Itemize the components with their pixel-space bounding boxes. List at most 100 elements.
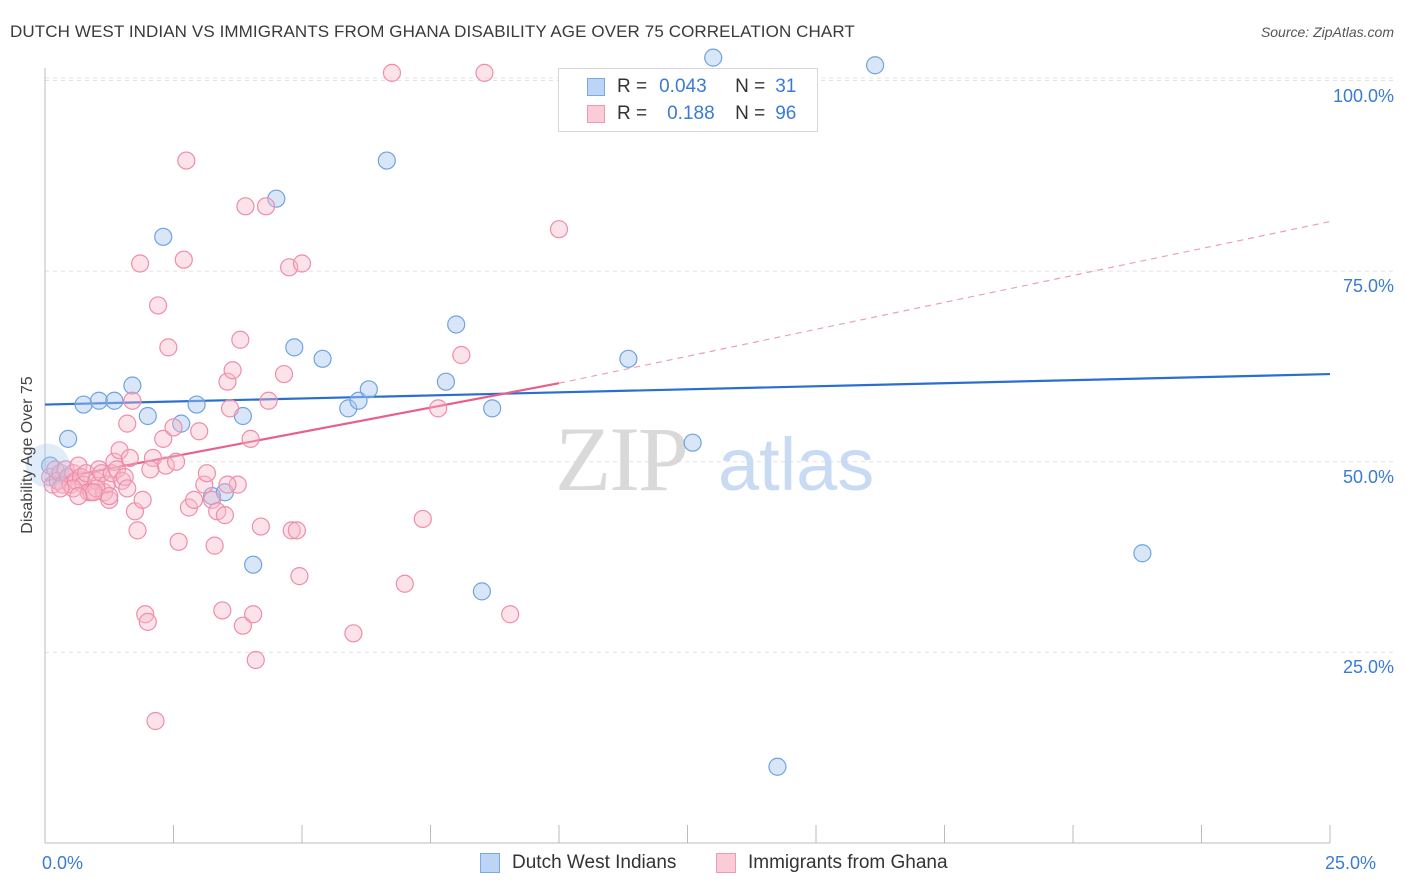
- point-immigrants-ghana: [184, 490, 204, 509]
- legend-n-label: N =: [735, 103, 766, 124]
- point-immigrants-ghana: [51, 479, 70, 498]
- point-immigrants-ghana: [159, 338, 178, 357]
- legend-n-value-pink: 96: [775, 103, 797, 124]
- point-immigrants-ghana: [69, 456, 88, 475]
- point-dutch-west-indians: [138, 406, 157, 426]
- point-immigrants-ghana: [344, 624, 363, 643]
- point-dutch-west-indians: [483, 399, 502, 418]
- source-label: Source: ZipAtlas.com: [1260, 24, 1394, 40]
- watermark: ZIP atlas: [555, 408, 874, 510]
- point-immigrants-ghana: [146, 711, 165, 731]
- axes: [44, 68, 1331, 844]
- point-immigrants-ghana: [256, 197, 276, 216]
- point-immigrants-ghana: [164, 418, 183, 437]
- point-dutch-west-indians: [74, 395, 93, 414]
- point-immigrants-ghana: [190, 422, 209, 441]
- point-dutch-west-indians: [377, 151, 396, 170]
- point-dutch-west-indians: [285, 338, 304, 357]
- trend-lines: [44, 220, 1331, 482]
- point-cluster-dutch-west-indians: [25, 443, 70, 488]
- point-dutch-west-indians: [105, 391, 124, 410]
- point-immigrants-ghana: [138, 612, 157, 631]
- legend-row-blue: R = 0.043 N = 31: [559, 74, 796, 100]
- point-immigrants-ghana: [429, 399, 448, 418]
- point-dutch-west-indians: [704, 48, 723, 67]
- point-immigrants-ghana: [274, 364, 294, 384]
- point-dutch-west-indians: [768, 757, 787, 776]
- point-immigrants-ghana: [195, 475, 214, 494]
- point-dutch-west-indians: [123, 376, 142, 395]
- point-dutch-west-indians: [866, 56, 885, 75]
- point-dutch-west-indians: [339, 399, 358, 418]
- point-immigrants-ghana: [118, 479, 137, 498]
- point-immigrants-ghana: [148, 296, 168, 315]
- point-dutch-west-indians: [472, 582, 491, 601]
- point-immigrants-ghana: [100, 490, 119, 509]
- point-immigrants-ghana: [213, 601, 232, 620]
- point-immigrants-ghana: [251, 517, 270, 536]
- point-immigrants-ghana: [69, 486, 88, 506]
- point-immigrants-ghana: [120, 448, 139, 468]
- point-immigrants-ghana: [115, 467, 134, 487]
- x-tick-label-max: 25.0%: [1325, 853, 1377, 873]
- point-immigrants-ghana: [241, 429, 260, 448]
- y-axis-label: Disability Age Over 75: [19, 376, 36, 534]
- point-immigrants-ghana: [413, 509, 432, 529]
- point-immigrants-ghana: [228, 475, 247, 494]
- point-immigrants-ghana: [475, 63, 494, 82]
- y-tick-label: 25.0%: [1342, 657, 1394, 678]
- legend-swatch-pink: [716, 853, 736, 873]
- point-immigrants-ghana: [236, 197, 255, 216]
- point-dutch-west-indians: [683, 433, 702, 452]
- point-immigrants-ghana: [382, 63, 402, 82]
- point-immigrants-ghana: [218, 372, 237, 391]
- legend-n-label: N =: [735, 76, 766, 97]
- point-immigrants-ghana: [231, 330, 250, 349]
- point-immigrants-ghana: [177, 151, 196, 170]
- point-immigrants-ghana: [133, 490, 152, 509]
- legend-r-value-blue: 0.043: [659, 76, 707, 97]
- point-dutch-west-indians: [89, 391, 109, 410]
- point-dutch-west-indians: [436, 372, 456, 391]
- point-immigrants-ghana: [282, 521, 301, 540]
- point-immigrants-ghana: [233, 616, 252, 635]
- y-tick-label: 75.0%: [1342, 276, 1394, 297]
- point-immigrants-ghana: [292, 254, 312, 273]
- point-immigrants-ghana: [166, 452, 186, 471]
- correlation-legend: R = 0.043 N = 31 R = 0.188 N = 96: [558, 68, 818, 132]
- point-immigrants-ghana: [154, 429, 173, 448]
- series-legend: Dutch West Indians Immigrants from Ghana: [0, 852, 1406, 878]
- watermark-atlas: atlas: [718, 423, 874, 506]
- legend-r-label: R =: [617, 103, 648, 124]
- trend-extension-ghana: [558, 220, 1331, 384]
- point-immigrants-ghana: [259, 391, 278, 410]
- y-tick-label: 100.0%: [1332, 85, 1394, 106]
- point-immigrants-ghana: [197, 464, 217, 483]
- trend-line-dutch-west-indians: [44, 372, 1331, 406]
- point-dutch-west-indians: [619, 349, 638, 368]
- point-dutch-west-indians: [349, 391, 368, 410]
- point-dutch-west-indians: [359, 380, 378, 399]
- point-dutch-west-indians: [59, 429, 78, 448]
- point-immigrants-ghana: [220, 399, 240, 418]
- point-dutch-west-indians: [244, 555, 263, 574]
- point-immigrants-ghana: [100, 486, 119, 506]
- point-immigrants-ghana: [174, 250, 193, 269]
- point-immigrants-ghana: [118, 414, 137, 433]
- point-dutch-west-indians: [187, 395, 206, 414]
- point-dutch-west-indians: [1133, 544, 1152, 563]
- legend-swatch-blue: [587, 78, 605, 96]
- point-immigrants-ghana: [290, 567, 309, 586]
- point-immigrants-ghana: [202, 490, 222, 509]
- legend-swatch-blue: [480, 853, 500, 873]
- point-immigrants-ghana: [107, 460, 127, 479]
- point-immigrants-ghana: [223, 361, 242, 380]
- watermark-zip: ZIP: [555, 408, 687, 510]
- chart-title: DUTCH WEST INDIAN VS IMMIGRANTS FROM GHA…: [10, 22, 855, 41]
- x-tick-label-min: 0.0%: [42, 853, 84, 873]
- point-immigrants-ghana: [246, 650, 265, 670]
- legend-label-pink: Immigrants from Ghana: [748, 852, 948, 873]
- point-immigrants-ghana: [156, 456, 175, 475]
- point-dutch-west-indians: [267, 189, 286, 208]
